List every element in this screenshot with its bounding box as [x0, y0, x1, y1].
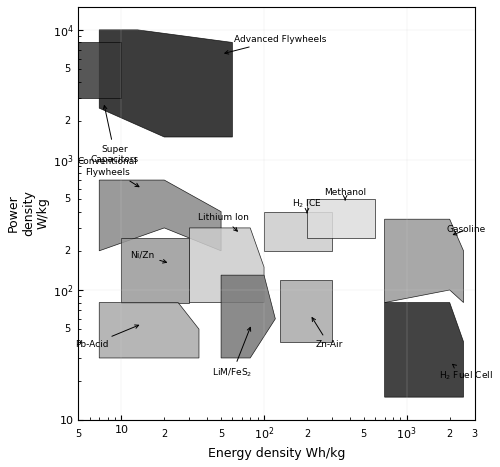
Polygon shape: [264, 212, 332, 251]
Text: 5: 5: [64, 64, 70, 74]
Text: 2: 2: [161, 429, 168, 439]
Text: 5: 5: [64, 194, 70, 204]
Text: Conventional
Flywheels: Conventional Flywheels: [78, 157, 139, 187]
X-axis label: Energy density Wh/kg: Energy density Wh/kg: [208, 447, 346, 460]
Polygon shape: [99, 303, 199, 358]
Text: Methanol: Methanol: [324, 188, 366, 200]
Text: 5: 5: [218, 429, 224, 439]
Text: Advanced Flywheels: Advanced Flywheels: [225, 35, 326, 54]
Text: 5: 5: [64, 324, 70, 334]
Polygon shape: [99, 30, 232, 137]
Text: Gasoline: Gasoline: [446, 226, 486, 235]
Polygon shape: [190, 228, 264, 303]
Text: 2: 2: [64, 116, 70, 126]
Polygon shape: [221, 275, 276, 358]
Text: 2: 2: [304, 429, 310, 439]
Text: 3: 3: [472, 429, 478, 439]
Text: Super
Capacitors: Super Capacitors: [91, 106, 139, 164]
Polygon shape: [384, 219, 464, 303]
Polygon shape: [307, 199, 375, 238]
Polygon shape: [99, 180, 221, 251]
Text: 2: 2: [446, 429, 453, 439]
Text: Lithium Ion: Lithium Ion: [198, 213, 249, 231]
Polygon shape: [384, 303, 464, 397]
Text: H$_2$ ICE: H$_2$ ICE: [292, 198, 322, 213]
Polygon shape: [122, 238, 190, 303]
Polygon shape: [280, 280, 332, 342]
Text: H$_2$ Fuel Cell: H$_2$ Fuel Cell: [439, 364, 493, 382]
Text: Pb-Acid: Pb-Acid: [75, 325, 138, 349]
Text: Zn-Air: Zn-Air: [312, 318, 342, 349]
Polygon shape: [78, 42, 122, 98]
Text: 5: 5: [360, 429, 367, 439]
Y-axis label: Power
density
W/kg: Power density W/kg: [7, 191, 50, 236]
Text: 5: 5: [76, 429, 82, 439]
Text: LiM/FeS$_2$: LiM/FeS$_2$: [212, 327, 252, 379]
Text: Ni/Zn: Ni/Zn: [130, 251, 166, 263]
Text: 2: 2: [64, 246, 70, 256]
